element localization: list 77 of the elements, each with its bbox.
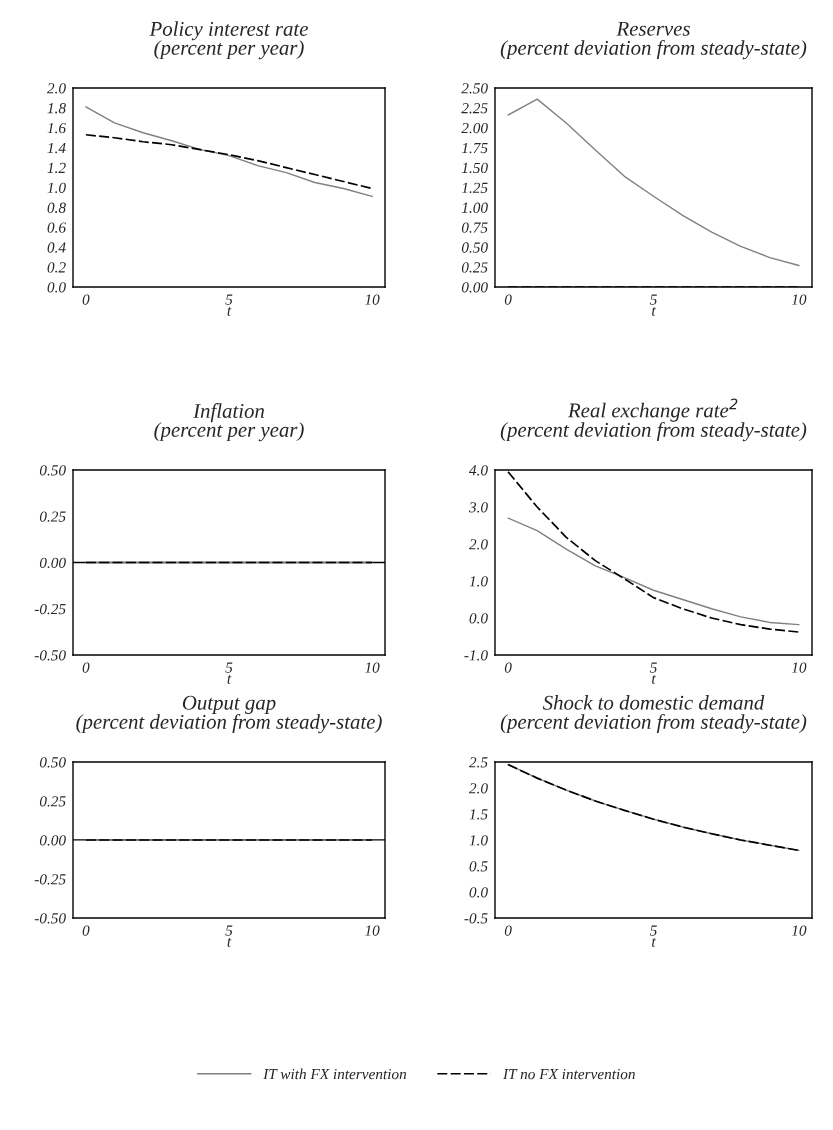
x-axis-title: t	[652, 675, 656, 684]
chart-title: Policy interest rate (percent per year)	[149, 21, 308, 60]
y-tick-label: 4.0	[469, 465, 488, 476]
y-tick-label: -0.25	[34, 874, 66, 885]
y-tick-label: 1.5	[469, 809, 488, 820]
y-tick-label: 2.25	[461, 103, 488, 114]
x-tick-label: 0	[504, 925, 512, 936]
y-tick-label: 0.50	[461, 242, 488, 253]
x-tick-label: 5	[225, 925, 233, 936]
y-tick-label: 0.50	[39, 757, 66, 768]
x-tick-label: 5	[649, 925, 657, 936]
y-tick-label: -0.50	[34, 913, 66, 924]
y-tick-label: -1.0	[464, 650, 488, 661]
y-tick-label: 2.0	[46, 83, 66, 94]
legend-label: IT no FX intervention	[502, 1068, 635, 1080]
x-tick-label: 10	[365, 925, 380, 936]
y-tick-label: 0.6	[47, 222, 66, 233]
y-tick-label: 0.25	[39, 511, 66, 522]
y-tick-label: 0.25	[461, 262, 488, 273]
y-tick-label: 1.0	[47, 182, 66, 194]
x-tick-label: 0	[82, 662, 90, 673]
x-tick-label: 5	[225, 662, 233, 673]
y-tick-label: 1.0	[469, 576, 488, 587]
chart-title: Shock to domestic demand (percent deviation from steady-state)	[500, 695, 807, 734]
x-tick-label: 0	[504, 294, 512, 305]
chart-title: Real exchange rate$^{2}$ (percent deviation from steady-state)	[500, 398, 807, 442]
y-tick-label: 0.5	[469, 861, 488, 872]
y-tick-label: 2.50	[461, 83, 488, 94]
y-tick-label: 0.8	[47, 202, 66, 213]
x-axis-title: t	[652, 938, 656, 947]
legend-label: IT with FX intervention	[263, 1068, 407, 1080]
x-tick-label: 0	[504, 662, 512, 673]
x-tick-label: 10	[791, 294, 807, 305]
x-tick-label: 10	[365, 294, 380, 305]
y-tick-label: 0.75	[461, 222, 488, 233]
y-tick-label: 0.00	[461, 282, 488, 293]
y-tick-label: 0.0	[469, 613, 488, 624]
y-tick-label: 1.50	[461, 162, 488, 174]
y-tick-label: -0.5	[464, 913, 488, 924]
y-tick-label: 0.4	[47, 242, 66, 253]
x-axis-title: t	[227, 938, 232, 947]
y-tick-label: 1.4	[47, 142, 66, 154]
x-tick-label: 10	[791, 662, 807, 673]
x-tick-label: 10	[791, 925, 807, 936]
y-tick-label: 0.2	[47, 262, 66, 273]
x-tick-label: 10	[365, 662, 380, 673]
x-axis-title: t	[652, 307, 656, 316]
y-tick-label: 2.0	[468, 783, 488, 794]
x-axis-title: t	[227, 675, 232, 684]
y-tick-label: 0.00	[39, 557, 66, 569]
y-tick-label: 0.25	[39, 796, 66, 807]
y-tick-label: 1.0	[469, 835, 488, 846]
y-tick-label: 0.50	[39, 465, 66, 476]
y-tick-label: 3.0	[468, 502, 488, 513]
x-tick-label: 0	[82, 925, 90, 936]
y-tick-label: 0.0	[469, 887, 488, 898]
y-tick-label: 1.8	[47, 103, 66, 114]
y-tick-label: 2.00	[461, 122, 488, 134]
y-tick-label: 1.25	[461, 182, 488, 194]
y-tick-label: 0.00	[39, 835, 66, 846]
y-tick-label: 1.2	[47, 162, 66, 174]
chart-title: Output gap (percent deviation from steady-state)	[76, 695, 382, 734]
y-tick-label: 2.5	[468, 757, 488, 768]
x-tick-label: 5	[649, 662, 657, 673]
x-tick-label: 5	[225, 294, 233, 305]
y-tick-label: 1.6	[47, 122, 66, 134]
y-tick-label: 0.0	[47, 282, 66, 293]
y-tick-label: -0.25	[34, 603, 66, 615]
chart-title: Reserves (percent deviation from steady-state)	[500, 21, 807, 60]
x-tick-label: 0	[82, 294, 90, 305]
chart-title: Inflation (percent per year)	[154, 403, 304, 442]
y-tick-label: 2.0	[468, 539, 488, 550]
x-tick-label: 5	[649, 294, 657, 305]
y-tick-label: -0.50	[34, 650, 66, 661]
x-axis-title: t	[227, 307, 232, 316]
y-tick-label: 1.00	[461, 202, 488, 213]
y-tick-label: 1.75	[461, 142, 488, 154]
